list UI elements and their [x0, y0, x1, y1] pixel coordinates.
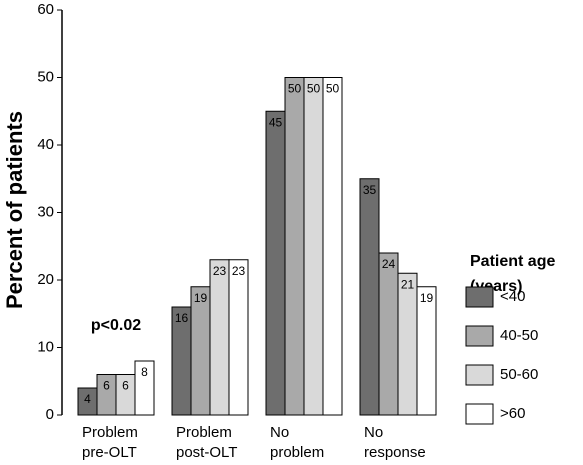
x-tick-label: Problem	[176, 424, 232, 441]
y-tick-label: 60	[37, 1, 54, 18]
x-tick-label: No	[364, 424, 383, 441]
value-label: 19	[194, 291, 208, 305]
bar	[303, 77, 324, 416]
value-label: 6	[122, 379, 129, 393]
value-label: 50	[288, 82, 302, 96]
bar	[284, 77, 305, 416]
bar	[322, 77, 343, 416]
legend-label: 40-50	[500, 327, 538, 344]
legend-swatch	[465, 286, 494, 308]
y-tick-label: 10	[37, 338, 54, 355]
value-label: 45	[269, 115, 283, 129]
value-label: 50	[307, 82, 321, 96]
value-label: 19	[420, 291, 434, 305]
x-tick-label: post-OLT	[176, 444, 237, 461]
bar	[228, 259, 249, 416]
value-label: 21	[401, 277, 415, 291]
legend-swatch	[465, 403, 494, 425]
bar	[134, 360, 155, 416]
value-label: 4	[84, 392, 91, 406]
value-label: 23	[213, 264, 227, 278]
value-label: 50	[326, 82, 340, 96]
annotation: p<0.02	[91, 317, 141, 334]
value-label: 8	[141, 365, 148, 379]
x-tick-label: problem	[270, 444, 324, 461]
value-label: 23	[232, 264, 246, 278]
bar	[190, 286, 211, 416]
bar	[265, 110, 286, 416]
legend-swatch	[465, 364, 494, 386]
y-tick-label: 50	[37, 68, 54, 85]
legend-swatch	[465, 325, 494, 347]
value-label: 6	[103, 379, 110, 393]
legend-label: 50-60	[500, 366, 538, 383]
bar	[378, 252, 399, 416]
bar	[416, 286, 437, 416]
bar	[397, 272, 418, 416]
bar	[209, 259, 230, 416]
value-label: 24	[382, 257, 396, 271]
x-tick-label: Problem	[82, 424, 138, 441]
y-axis-label: Percent of patients	[2, 111, 27, 309]
legend-title: Patient age	[470, 253, 555, 270]
legend-label: <40	[500, 288, 525, 305]
y-tick-label: 0	[46, 406, 54, 423]
bar	[359, 178, 380, 416]
y-tick-label: 30	[37, 203, 54, 220]
value-label: 35	[363, 183, 377, 197]
legend-label: >60	[500, 405, 525, 422]
x-tick-label: response	[364, 444, 426, 461]
y-tick-label: 20	[37, 271, 54, 288]
value-label: 16	[175, 311, 189, 325]
x-tick-label: pre-OLT	[82, 444, 137, 461]
x-tick-label: No	[270, 424, 289, 441]
y-tick-label: 40	[37, 136, 54, 153]
